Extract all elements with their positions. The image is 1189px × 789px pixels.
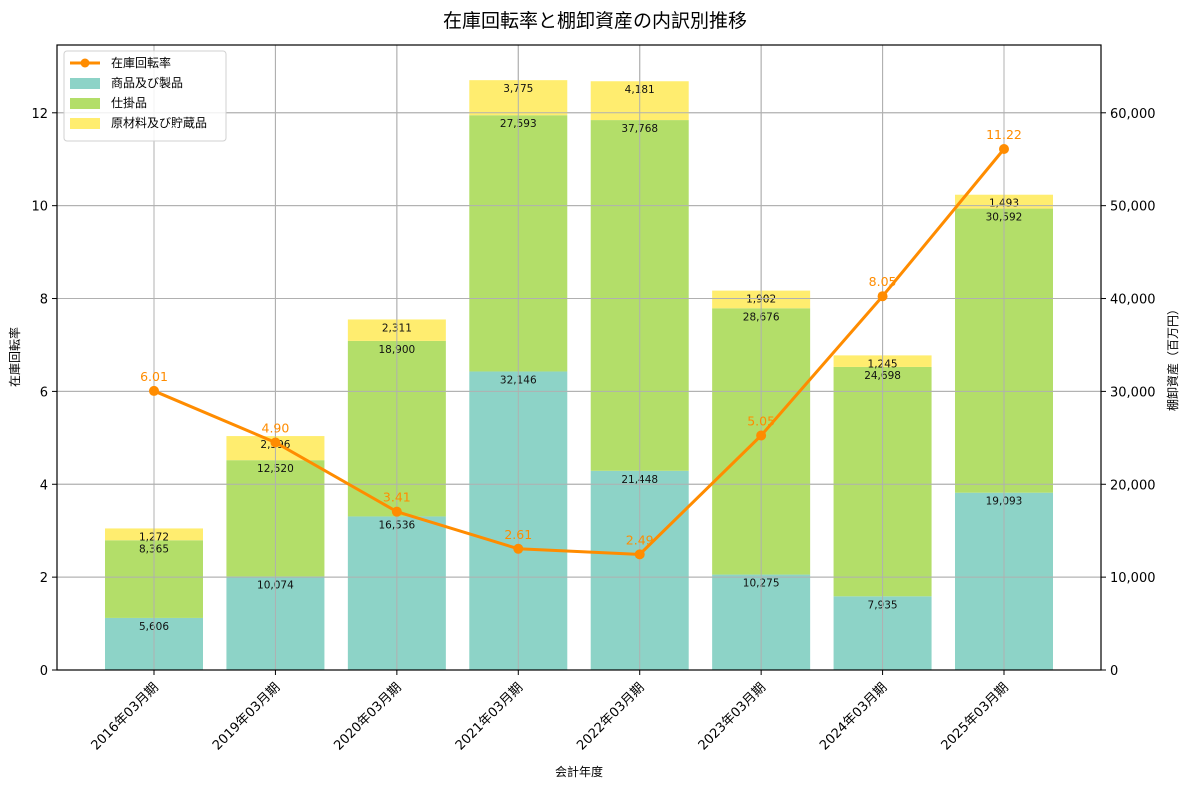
rate-value-label: 11.22 <box>986 127 1022 142</box>
x-tick-label: 2022年03月期 <box>574 680 647 753</box>
rate-value-label: 2.49 <box>626 532 654 547</box>
rate-line: 6.01 4.90 3.41 2.61 2.49 5.05 8.05 11.22 <box>140 127 1022 560</box>
y-right-tick-label: 60,000 <box>1110 107 1156 122</box>
rate-marker <box>149 385 159 396</box>
y-axis-right-label: 棚卸資産（百万円） <box>1165 303 1180 411</box>
x-tick-label: 2025年03月期 <box>939 680 1012 753</box>
y-left-tick-label: 10 <box>31 200 48 215</box>
legend-swatch <box>70 98 100 109</box>
rate-polyline <box>153 148 1006 556</box>
y-axis-left-label: 在庫回転率 <box>7 327 22 387</box>
y-right-tick-label: 40,000 <box>1110 293 1156 308</box>
y-left-tick-label: 6 <box>40 385 48 400</box>
rate-marker <box>999 144 1009 155</box>
y-right-tick-label: 10,000 <box>1110 571 1156 586</box>
rate-marker <box>756 430 767 441</box>
y-right-tick-label: 0 <box>1110 664 1118 679</box>
y-left-tick-label: 4 <box>40 478 48 493</box>
legend-label: 仕掛品 <box>111 95 147 110</box>
chart-title: 在庫回転率と棚卸資産の内訳別推移 <box>443 10 747 32</box>
rate-marker <box>270 437 281 448</box>
rate-value-label: 2.61 <box>504 527 532 542</box>
x-tick-label: 2021年03月期 <box>453 680 526 753</box>
legend-label: 在庫回転率 <box>111 55 171 70</box>
rate-marker <box>877 291 888 302</box>
rate-value-label: 8.05 <box>869 274 897 289</box>
y-left-tick-label: 2 <box>40 571 48 586</box>
right-axis-ticks: 0 10,000 20,000 30,000 40,000 50,000 60,000 <box>1101 107 1156 679</box>
y-left-tick-label: 8 <box>40 293 48 308</box>
y-left-tick-label: 0 <box>40 664 48 679</box>
x-tick-label: 2023年03月期 <box>696 680 769 753</box>
legend-label: 原材料及び貯蔵品 <box>111 116 207 130</box>
y-right-tick-label: 30,000 <box>1110 385 1156 400</box>
legend-swatch <box>70 118 100 129</box>
plot-frame <box>56 44 1102 671</box>
legend-label: 商品及び製品 <box>111 75 183 90</box>
left-axis-ticks: 0 2 4 6 8 10 12 <box>31 107 57 679</box>
rate-value-label: 6.01 <box>140 369 168 384</box>
rate-marker <box>634 549 645 560</box>
x-tick-label: 2024年03月期 <box>817 680 890 753</box>
rate-value-label: 5.05 <box>747 414 775 429</box>
x-tick-label: 2020年03月期 <box>331 680 404 753</box>
bars: 5,6068,3651,27210,07412,5202,59616,53618… <box>57 45 1101 671</box>
x-axis-label: 会計年度 <box>555 764 603 779</box>
rate-marker <box>391 506 402 517</box>
y-right-tick-label: 20,000 <box>1110 478 1156 493</box>
x-tick-label: 2016年03月期 <box>89 680 162 753</box>
rate-marker <box>513 543 524 554</box>
rate-value-label: 3.41 <box>383 490 411 505</box>
rate-value-label: 4.90 <box>262 420 290 435</box>
legend-swatch <box>70 78 100 89</box>
y-right-tick-label: 50,000 <box>1110 200 1156 215</box>
x-tick-label: 2019年03月期 <box>210 680 283 753</box>
x-axis-ticks: 2016年03月期 2019年03月期 2020年03月期 2021年03月期 2022… <box>89 670 1012 754</box>
y-left-tick-label: 12 <box>31 107 48 122</box>
legend-box <box>63 50 227 142</box>
